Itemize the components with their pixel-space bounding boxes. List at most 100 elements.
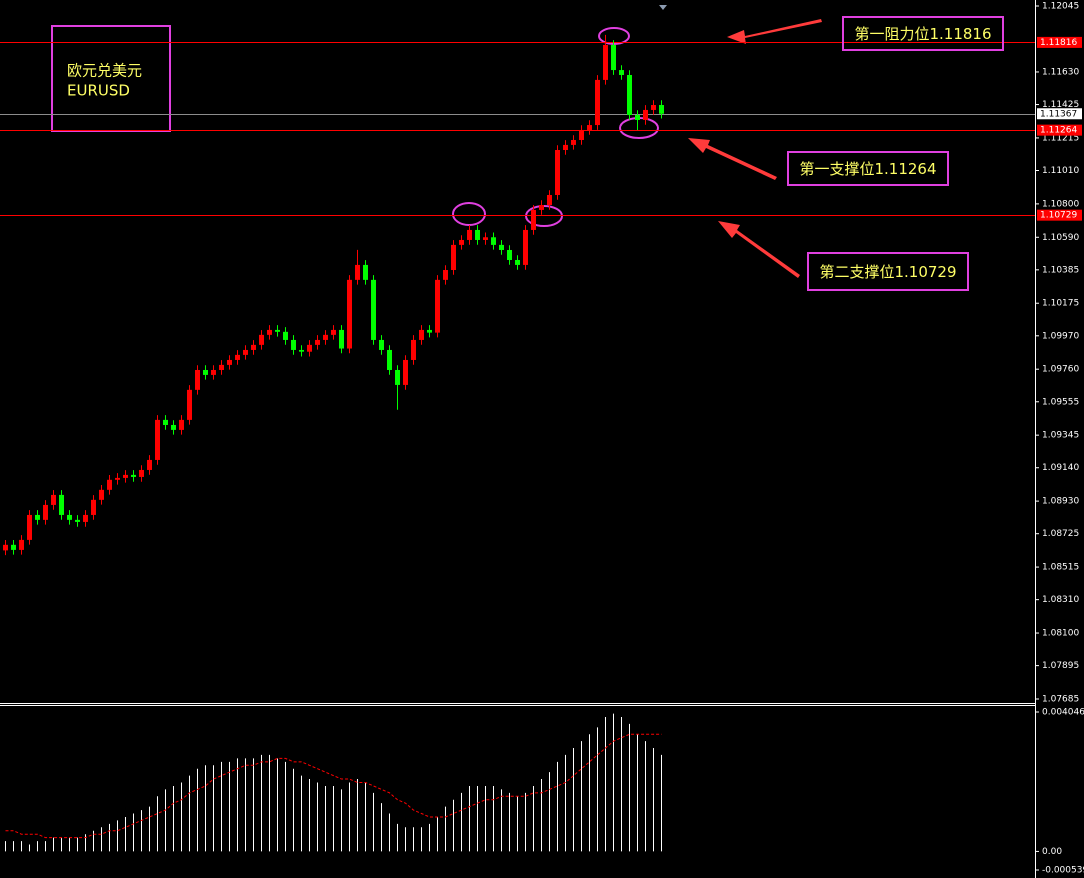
candle-body [315,339,320,345]
candle-body [475,229,480,240]
candle-body [299,349,304,352]
title-line: 欧元兑美元 [67,62,142,80]
candle-body [483,237,488,240]
candle-body [531,209,536,230]
candle-body [235,354,240,360]
candle-body [3,544,8,551]
candle-body [579,129,584,140]
candle-body [339,329,344,349]
y-tick-label: 1.09760 [1042,365,1079,375]
annotation-box [807,252,969,291]
y-tick-label: 1.11425 [1042,100,1079,110]
price-box-label: 1.11367 [1040,109,1077,119]
arrows [688,19,822,278]
candle-body [67,514,72,520]
candle-body [155,419,160,460]
candle-body [259,334,264,345]
candle-body [635,115,640,120]
candle-body [211,369,216,375]
candle-body [131,474,136,477]
arrow [718,221,800,278]
price-box [1037,36,1082,48]
price-box [1037,209,1082,221]
candle-body [147,459,152,470]
candle-body [555,150,560,195]
y-tick-label: 1.10800 [1042,199,1079,209]
candle-body [387,349,392,370]
candle-body [651,105,656,110]
candle-body [227,359,232,365]
price-box-label: 1.11816 [1040,38,1077,48]
candle-body [355,264,360,280]
candle-body [595,79,600,126]
title-line: EURUSD [67,82,130,100]
price-box [1037,108,1082,120]
arrow [688,138,777,180]
candle-body [107,479,112,490]
candle-body [515,259,520,265]
candle-body [435,279,440,333]
y-tick-label: -0.000539 [1042,866,1084,876]
candle-body [603,44,608,80]
annotation: 第一支撑位1.11264 [799,160,936,178]
y-tick-label: 1.10385 [1042,265,1079,275]
candle-body [75,519,80,522]
candle-body [443,270,448,280]
signal-line [5,733,662,839]
candle-body [411,339,416,360]
candle-body [219,364,224,370]
candle-body [267,329,272,335]
arrow [727,19,822,44]
candle-body [187,389,192,420]
candle-body [427,329,432,333]
candle-body [83,514,88,522]
price-box-label: 1.11264 [1040,126,1077,136]
candle-body [547,194,552,205]
candle-body [371,279,376,340]
y-tick-label: 1.09555 [1042,397,1079,407]
y-tick-label: 1.07685 [1042,695,1079,705]
candle-body [163,419,168,425]
y-tick-label: 1.07895 [1042,661,1079,671]
y-tick-label: 1.08310 [1042,595,1079,605]
y-tick-label: 1.09345 [1042,431,1079,441]
y-tick-label: 1.08515 [1042,563,1079,573]
annotation-box [842,16,1004,51]
y-tick-label: 1.10590 [1042,233,1079,243]
y-tick-label: 1.11215 [1042,133,1079,143]
candle-body [331,329,336,335]
candle-body [563,144,568,151]
candle-body [123,474,128,478]
candle-body [43,504,48,520]
candle-body [403,359,408,385]
candle-body [523,229,528,265]
candle-body [491,237,496,245]
candle-body [379,339,384,350]
candle-body [587,125,592,130]
candle-body [59,494,64,515]
y-tick-label: 1.09140 [1042,463,1079,473]
candle-body [251,344,256,350]
candle-body [619,70,624,75]
y-tick-label: 1.12045 [1042,2,1079,12]
candle-body [115,477,120,480]
y-tick-label: 1.08930 [1042,497,1079,507]
candle-body [499,244,504,250]
candle-body [347,279,352,349]
candle-body [195,369,200,390]
candle-body [243,349,248,355]
annotation: 第一阻力位1.11816 [854,25,991,43]
candle-body [11,544,16,550]
candle-body [139,469,144,477]
candle-body [643,109,648,120]
candle-body [659,105,664,114]
candle-body [323,334,328,340]
candle-body [363,264,368,280]
candle-body [611,44,616,71]
annotation-box [787,151,949,186]
y-tick-label: 1.11010 [1042,166,1079,176]
candle-body [467,229,472,240]
candle-body [627,74,632,116]
price-box-label: 1.10729 [1040,211,1077,221]
